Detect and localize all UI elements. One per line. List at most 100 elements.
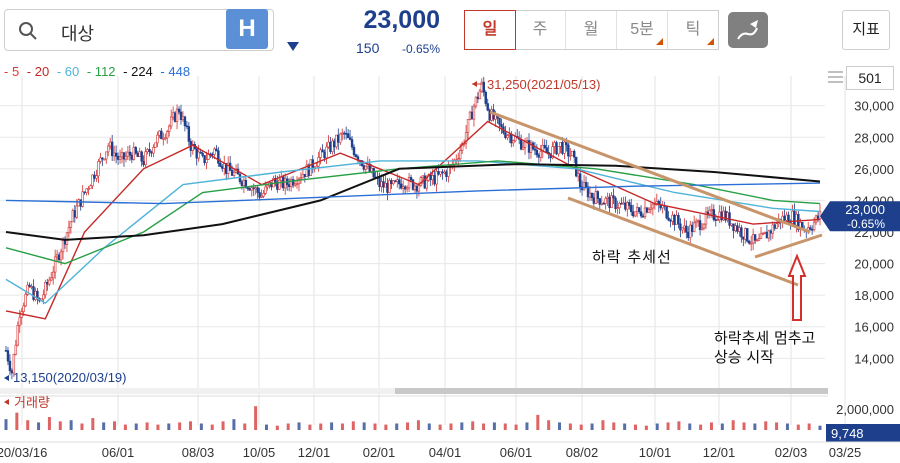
volume-bar xyxy=(47,417,51,430)
candle-body xyxy=(527,140,531,153)
candle-body xyxy=(767,230,771,239)
tab-month[interactable]: 월 xyxy=(566,11,617,49)
candle-body xyxy=(543,144,546,148)
candle-body xyxy=(333,140,336,148)
candle-body xyxy=(681,227,684,231)
candle-body xyxy=(337,134,340,143)
candle-body xyxy=(103,158,106,161)
candle-body xyxy=(588,192,592,198)
candle-body xyxy=(690,224,694,232)
volume-bar xyxy=(568,423,572,430)
candle-body xyxy=(53,256,57,273)
candle-body xyxy=(746,228,749,242)
candle-body xyxy=(254,187,257,190)
candle-body xyxy=(500,123,503,128)
candle-body xyxy=(215,148,218,152)
price-chart[interactable]: 31,250(2021/05/13) 13,150(2020/03/19) 하락 추… xyxy=(0,62,900,463)
candle-body xyxy=(169,116,173,127)
candle-body xyxy=(283,178,287,189)
candle-body xyxy=(65,232,69,245)
candle-body xyxy=(730,223,733,226)
candle-body xyxy=(417,185,421,192)
legend-ma-112[interactable]: - 112 xyxy=(86,64,116,79)
candle-body xyxy=(152,147,155,154)
candle-body xyxy=(596,191,600,199)
candle-body xyxy=(297,178,301,185)
volume-bar xyxy=(340,423,344,430)
volume-bar xyxy=(720,423,724,430)
candle-body xyxy=(630,205,633,213)
candle-body xyxy=(69,221,73,228)
volume-bar xyxy=(145,422,149,430)
x-tick-label: 20/03/16 xyxy=(0,445,47,460)
legend-ma-224[interactable]: - 224 xyxy=(123,64,153,79)
candle-body xyxy=(144,151,147,166)
candle-body xyxy=(61,238,65,253)
volume-bar xyxy=(4,419,8,430)
candle-body xyxy=(683,225,686,229)
candle-body xyxy=(808,227,812,230)
candle-body xyxy=(504,132,507,138)
candle-body xyxy=(122,152,126,160)
volume-bar xyxy=(243,423,247,430)
candle-body xyxy=(512,140,515,144)
candle-body xyxy=(398,179,401,185)
downtrend-label: 하락 추세선 xyxy=(592,248,672,266)
candle-body xyxy=(67,227,71,234)
candle-body xyxy=(150,151,153,154)
candle-body xyxy=(197,151,200,159)
candle-body xyxy=(763,231,767,234)
candle-body xyxy=(622,202,625,205)
candle-body xyxy=(571,150,574,156)
candle-body xyxy=(720,211,723,221)
candle-body xyxy=(242,179,246,186)
candle-body xyxy=(177,108,181,113)
candle-body xyxy=(148,149,151,153)
tab-5min[interactable]: 5분 xyxy=(617,11,668,49)
chart-scrollbar-thumb xyxy=(395,388,828,394)
candle-body xyxy=(370,167,373,172)
candle-body xyxy=(738,227,741,232)
search-input[interactable]: 대상 xyxy=(4,9,274,51)
candle-body xyxy=(669,219,672,222)
volume-bar xyxy=(37,422,41,430)
candle-body xyxy=(44,282,47,296)
candle-count-box[interactable]: 501 xyxy=(846,66,894,90)
tab-week[interactable]: 주 xyxy=(515,11,566,49)
x-tick-label: 06/01 xyxy=(500,445,533,460)
x-tick-label: 08/02 xyxy=(566,445,599,460)
candle-body xyxy=(679,223,682,231)
candle-body xyxy=(246,187,250,190)
current-price-tag xyxy=(820,201,900,232)
candle-body xyxy=(704,211,708,225)
candle-body xyxy=(689,224,692,238)
candle-body xyxy=(162,138,165,140)
indicator-button[interactable]: 지표 xyxy=(842,10,890,50)
current-price-tag-pct: -0.65% xyxy=(847,217,885,231)
legend-ma-448[interactable]: - 448 xyxy=(160,64,191,79)
legend-ma-20[interactable]: - 20 xyxy=(26,64,50,79)
candle-body xyxy=(85,188,88,193)
candle-body xyxy=(335,134,338,148)
h-badge-button[interactable]: H xyxy=(226,9,268,49)
x-tick-label: 12/01 xyxy=(703,445,736,460)
candle-body xyxy=(586,186,590,198)
candle-body xyxy=(258,192,261,198)
drawing-tool-button[interactable] xyxy=(728,12,768,48)
volume-bar xyxy=(590,423,594,430)
candle-body xyxy=(708,209,712,215)
volume-bar xyxy=(644,425,648,430)
candle-body xyxy=(250,187,253,191)
candle-body xyxy=(506,135,509,138)
candle-body xyxy=(466,118,470,133)
tab-tick[interactable]: 틱 xyxy=(668,11,718,49)
candle-body xyxy=(673,214,676,225)
volume-bar xyxy=(286,423,290,430)
candle-body xyxy=(594,191,598,204)
candle-body xyxy=(126,151,130,157)
candle-body xyxy=(28,284,31,287)
legend-ma-5[interactable]: - 5 xyxy=(4,64,20,79)
tab-day[interactable]: 일 xyxy=(464,10,516,50)
legend-ma-60[interactable]: - 60 xyxy=(56,64,80,79)
candle-body xyxy=(181,116,185,121)
